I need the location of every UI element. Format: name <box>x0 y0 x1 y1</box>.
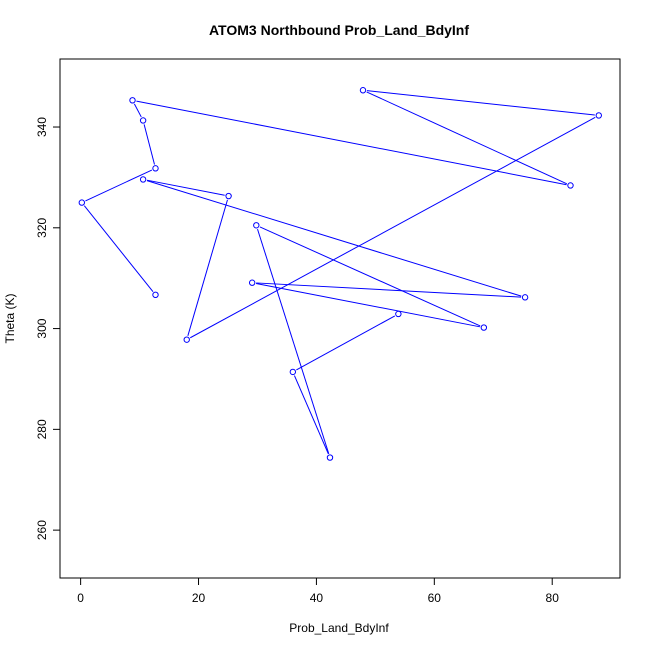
series-segment <box>296 315 396 371</box>
data-point <box>139 117 147 124</box>
y-tick-label: 260 <box>35 520 49 540</box>
data-point <box>567 182 574 189</box>
y-axis: 260 280 300 320 340 <box>35 117 61 540</box>
y-tick-label: 280 <box>35 419 49 439</box>
series-segment <box>83 205 154 293</box>
series-segment <box>146 179 225 196</box>
series-segment <box>85 169 153 202</box>
data-point <box>359 87 367 94</box>
series-segment <box>256 282 480 328</box>
data-point <box>253 222 260 229</box>
y-axis-label: Theta (K) <box>3 293 17 343</box>
series-segment <box>136 100 567 186</box>
series-segment <box>187 199 228 336</box>
series-segment <box>366 91 568 185</box>
y-tick-label: 340 <box>35 117 49 137</box>
data-point <box>326 454 334 461</box>
data-point <box>183 336 190 343</box>
x-tick-label: 0 <box>77 591 84 605</box>
series-segment <box>293 375 329 455</box>
series-segment <box>190 116 596 339</box>
y-tick-label: 320 <box>35 217 49 237</box>
series-layer <box>78 87 602 461</box>
data-point <box>248 279 256 286</box>
series-segment <box>146 180 522 297</box>
data-point <box>129 97 136 104</box>
data-point <box>395 310 402 318</box>
x-axis: 0 20 40 60 80 <box>77 577 560 605</box>
data-point <box>521 294 529 301</box>
data-point <box>595 112 602 119</box>
data-point <box>152 165 159 172</box>
x-axis-label: Prob_Land_BdyInf <box>289 621 389 635</box>
x-tick-label: 40 <box>310 591 324 605</box>
x-tick-label: 60 <box>428 591 442 605</box>
x-tick-label: 20 <box>192 591 206 605</box>
data-point <box>78 199 86 206</box>
data-point <box>225 192 232 200</box>
series-segment <box>259 226 481 327</box>
data-point <box>480 324 488 331</box>
chart-title: ATOM3 Northbound Prob_Land_BdyInf <box>209 22 469 38</box>
x-tick-label: 80 <box>546 591 560 605</box>
data-point <box>139 176 147 183</box>
series-segment <box>366 90 595 116</box>
series-segment <box>257 228 330 454</box>
series-segment <box>133 103 142 118</box>
series-segment <box>143 124 155 165</box>
series-segment <box>256 282 522 298</box>
data-point <box>289 368 297 376</box>
plot-frame <box>59 58 621 579</box>
data-point <box>152 291 159 299</box>
y-tick-label: 300 <box>35 318 49 338</box>
